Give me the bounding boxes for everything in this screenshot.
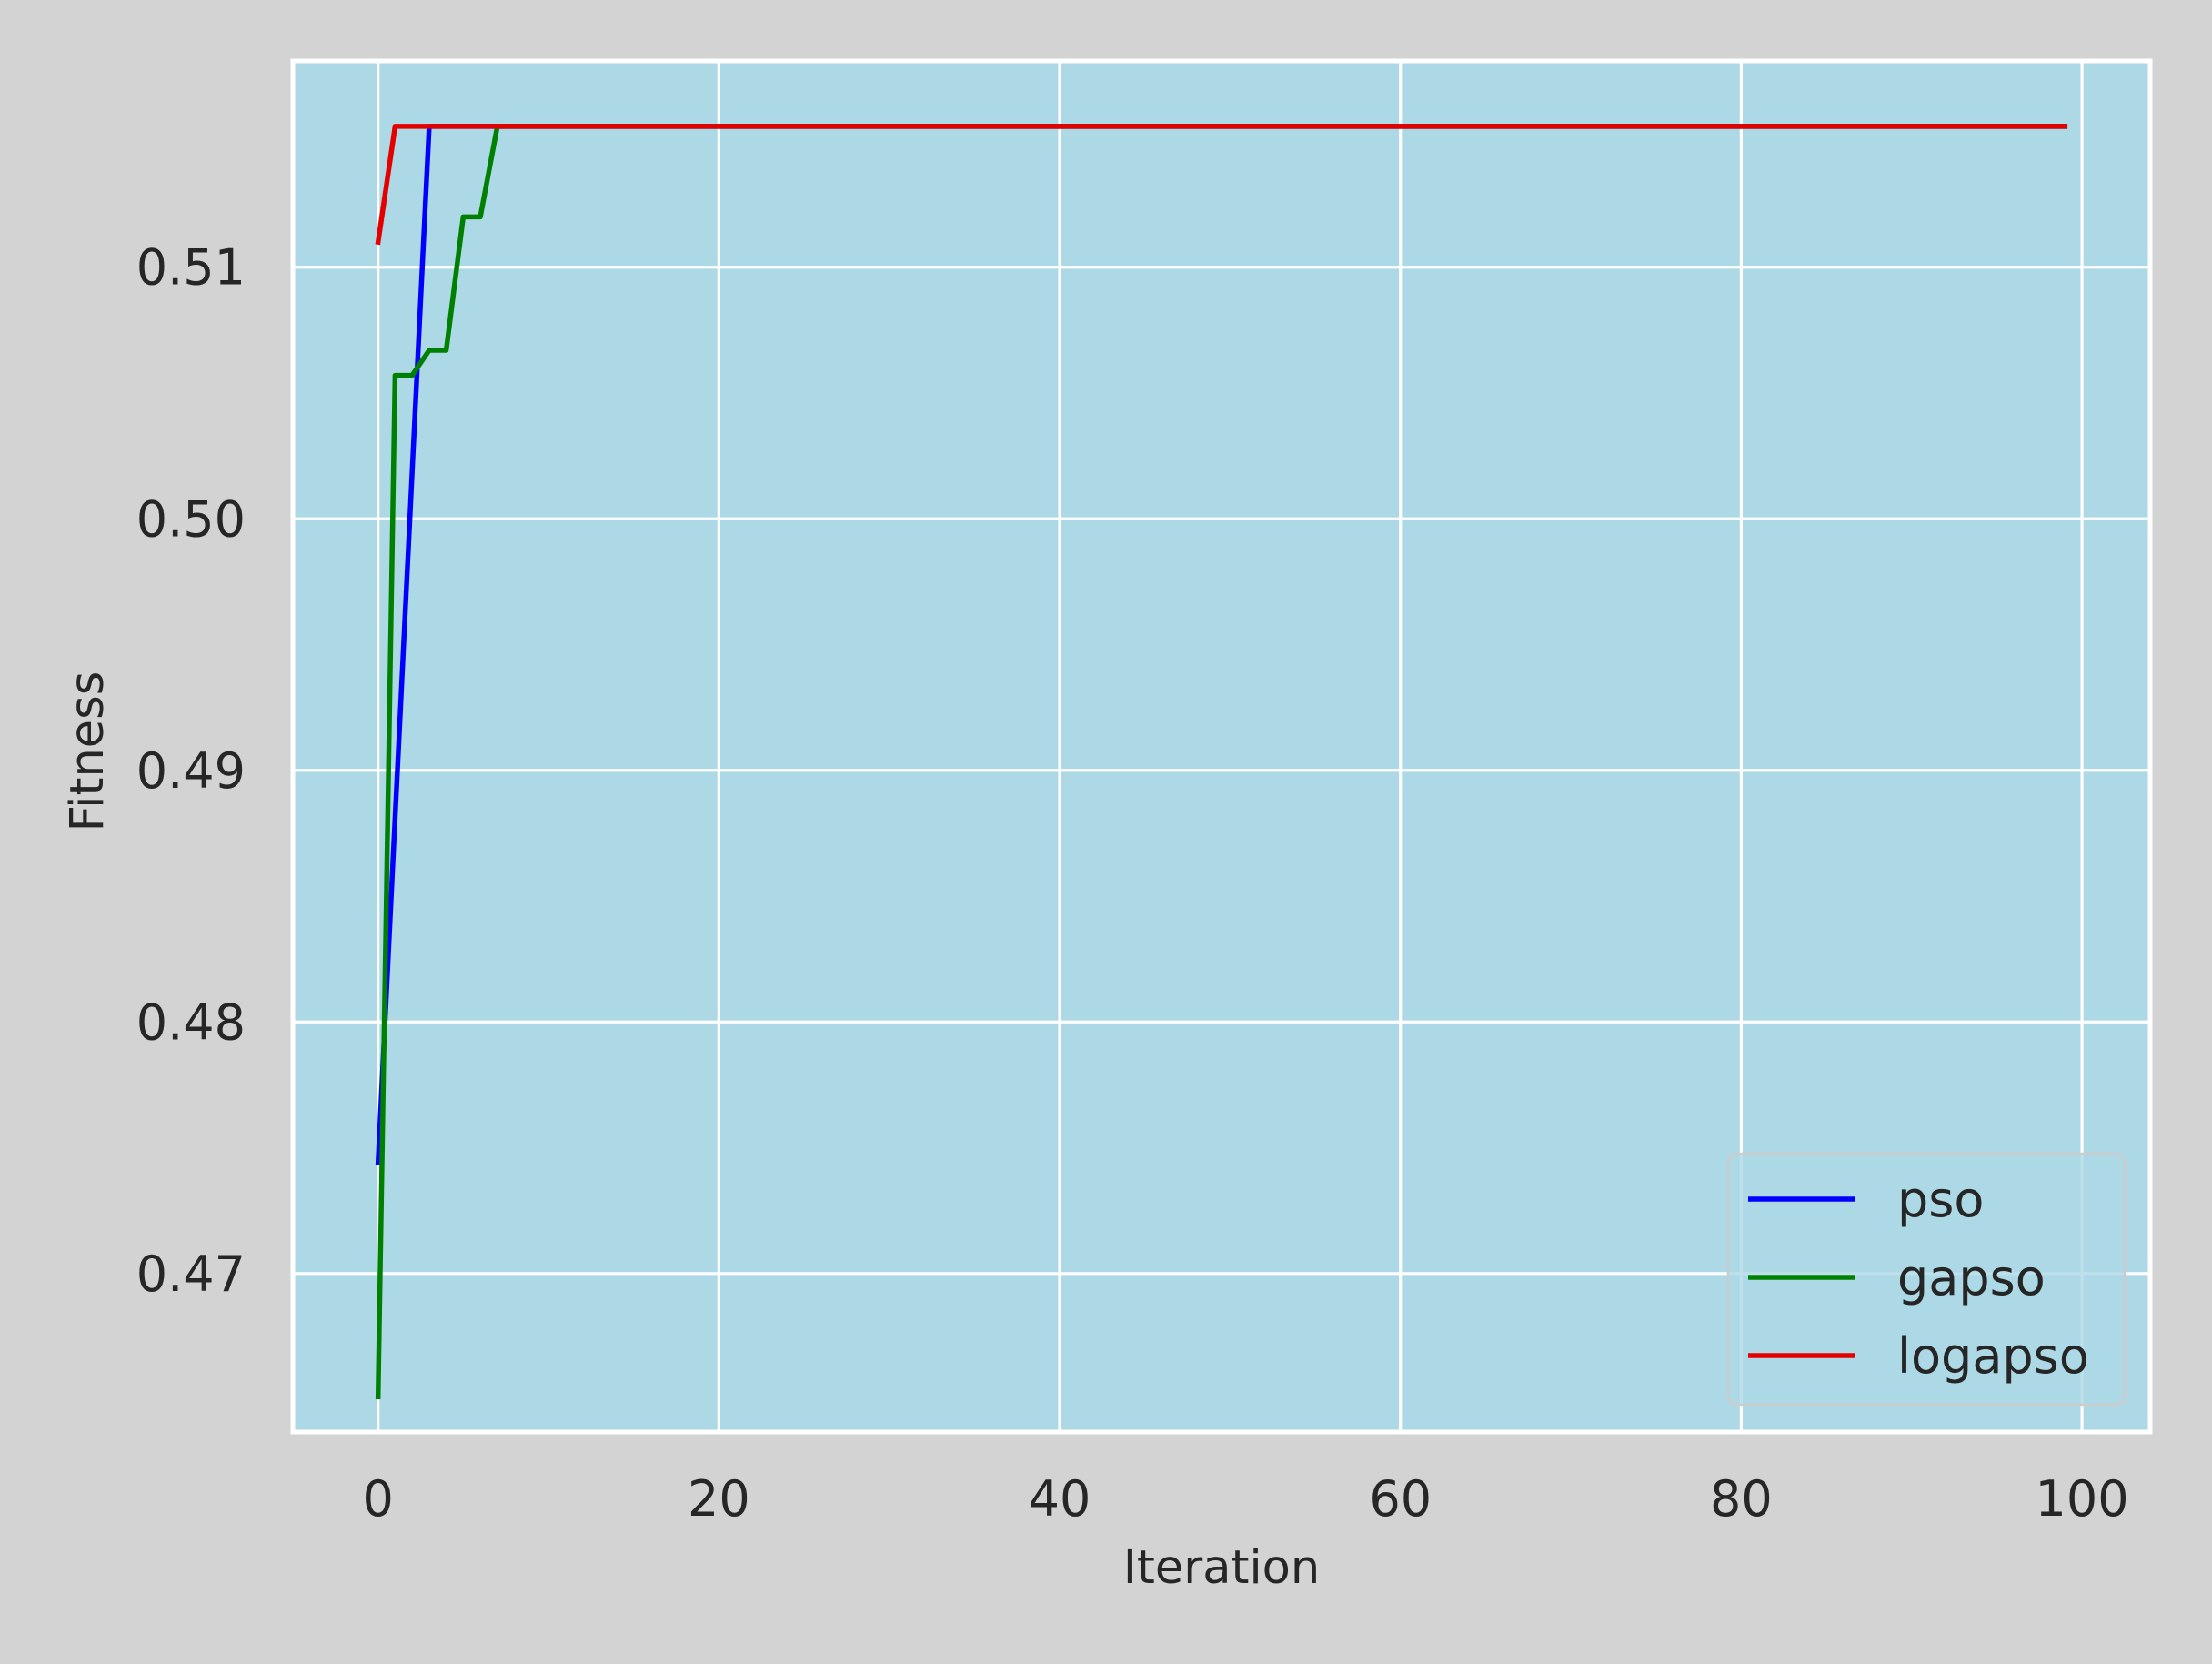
legend-label-pso: pso [1897, 1171, 1984, 1228]
y-tick-label: 0.47 [136, 1245, 246, 1303]
x-tick-label: 60 [1369, 1470, 1432, 1528]
legend: pso gapso logapso [1726, 1152, 2127, 1407]
x-axis-label: Iteration [1123, 1541, 1320, 1595]
y-tick-label: 0.48 [136, 993, 246, 1051]
x-tick-label: 40 [1029, 1470, 1091, 1528]
y-axis-label: Fitness [61, 671, 115, 832]
x-axis-ticks: 0 20 40 60 80 100 [362, 1470, 2128, 1528]
series-lines [375, 124, 2068, 1400]
series-line-logapso [375, 124, 2068, 246]
y-tick-label: 0.51 [136, 239, 246, 297]
legend-label-logapso: logapso [1897, 1327, 2089, 1385]
x-tick-label: 0 [362, 1470, 393, 1528]
x-tick-label: 100 [2036, 1470, 2129, 1528]
y-axis-ticks: 0.47 0.48 0.49 0.50 0.51 [136, 239, 246, 1303]
plot-frame [290, 58, 2153, 1435]
legend-label-gapso: gapso [1897, 1249, 2046, 1306]
y-tick-label: 0.49 [136, 742, 246, 800]
y-tick-label: 0.50 [136, 490, 246, 548]
series-line-gapso [375, 124, 2068, 1400]
x-tick-label: 80 [1710, 1470, 1773, 1528]
x-tick-label: 20 [688, 1470, 750, 1528]
legend-box [1726, 1152, 2127, 1407]
